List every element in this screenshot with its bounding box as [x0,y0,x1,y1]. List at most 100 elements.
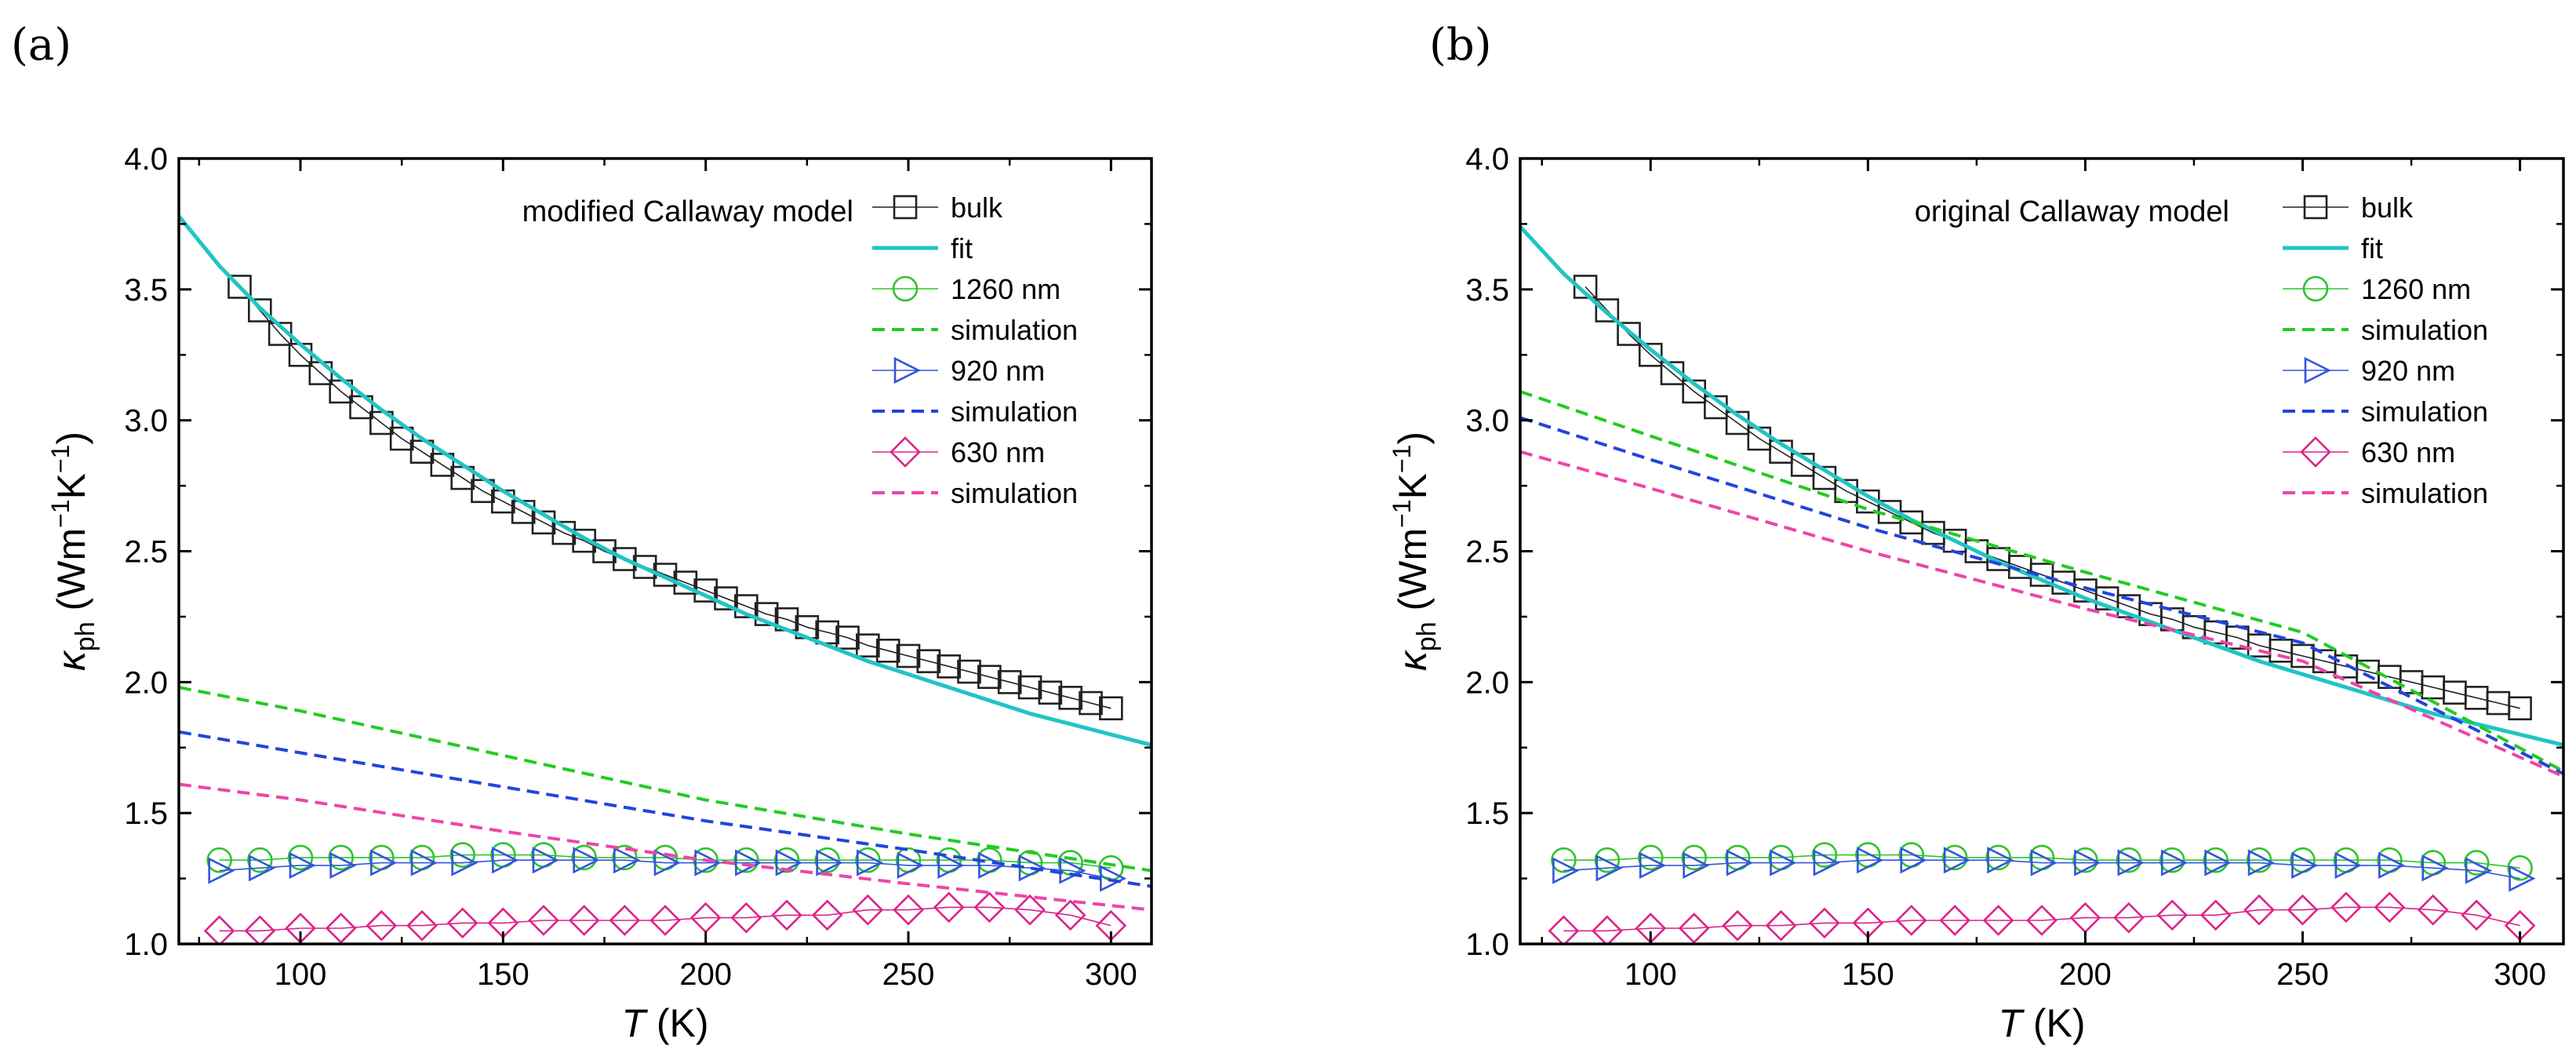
legend-item-1: fit [2283,232,2383,264]
data-point [2374,891,2406,924]
data-point [653,563,678,587]
y-tick-label: 1.0 [1465,927,1509,962]
data-point [1985,844,2011,871]
x-tick-label: 200 [679,957,732,992]
data-point [568,905,600,936]
data-point [978,851,1006,880]
data-point [1678,913,1710,944]
legend-label: 630 nm [2361,436,2455,468]
data-point [1809,907,1840,939]
series-1 [179,214,1152,747]
data-point [632,555,657,579]
legend-item-3: simulation [2283,314,2488,346]
data-point [2030,849,2058,876]
data-point [852,894,884,926]
series-4 [1552,847,2536,892]
data-point [247,847,273,873]
data-point [1770,849,1797,876]
legend-item-4: 920 nm [2283,355,2455,387]
x-tick-label: 200 [2059,957,2112,992]
data-point [2509,865,2536,892]
data-point [814,847,840,873]
legend-swatch-marker [2302,275,2329,302]
series-2 [1551,842,2533,881]
data-point [573,847,600,874]
data-point [811,899,843,931]
y-axis-title: κph (Wm−1K−1) [46,432,100,671]
data-point [1900,847,1927,874]
legend-swatch-marker [2300,436,2331,468]
data-point [857,849,884,876]
data-point [1813,849,1840,876]
legend-label: simulation [951,314,1078,346]
data-point [1639,851,1667,880]
simulation-line [1520,450,2563,778]
data-point [835,625,860,650]
data-point [2291,851,2319,880]
data-point [937,851,965,880]
data-point [896,643,921,669]
y-tick-label: 2.0 [124,665,168,700]
series-connector [219,854,1112,869]
data-point [532,847,559,874]
data-point [1552,857,1580,884]
data-point [855,847,881,873]
data-point [2074,849,2101,876]
data-point [649,905,681,936]
legend-label: simulation [2361,314,2488,346]
data-point [875,638,901,663]
data-point [1551,847,1577,873]
data-point [1014,894,1046,926]
legend-label: 920 nm [951,355,1045,387]
data-point [771,899,802,931]
data-point [2334,851,2362,880]
data-point [2112,902,2145,934]
legend-swatch-marker [2303,195,2328,220]
data-point [287,844,314,871]
data-point [1939,905,1971,936]
y-tick-label: 4.0 [124,142,168,177]
data-point [1857,847,1884,874]
data-point [1591,915,1623,944]
data-point [1895,905,1927,936]
panel-label: (a) [11,20,71,71]
x-tick-label: 300 [1085,957,1137,992]
legend-label: fit [951,232,973,264]
data-point [2247,849,2275,876]
data-point [1595,298,1620,322]
legend-label: 1260 nm [951,273,1061,305]
data-point [693,847,719,873]
data-point [735,849,762,876]
data-point [366,909,398,942]
data-point [1079,691,1103,716]
data-point [2417,894,2449,926]
data-point [897,851,924,880]
data-point [653,849,681,876]
data-point [2026,905,2058,936]
legend-item-7: simulation [2283,477,2488,509]
data-point [249,854,276,882]
legend: bulk fit 1260 nm simulation 920 nm simulation… [872,191,1078,509]
x-tick-label: 250 [882,957,935,992]
data-point [1811,842,1838,868]
data-point [244,915,276,944]
data-point [370,849,398,876]
plot-area [179,214,1152,944]
data-point [1059,857,1086,884]
data-point [289,851,316,880]
data-point [446,907,478,939]
data-point [1637,844,1664,871]
legend-item-2: 1260 nm [872,273,1061,305]
panel-label: (b) [1429,20,1492,71]
data-point [1017,675,1042,700]
data-point [1594,847,1621,873]
legend-label: bulk [2361,191,2414,224]
data-point [1058,686,1082,710]
data-point [1617,322,1641,346]
fit-line [179,214,1152,747]
x-tick-label: 150 [1842,957,1894,992]
legend-swatch-marker [892,275,919,302]
data-point [203,915,235,944]
series-3 [179,686,1152,873]
series-7 [179,782,1152,912]
